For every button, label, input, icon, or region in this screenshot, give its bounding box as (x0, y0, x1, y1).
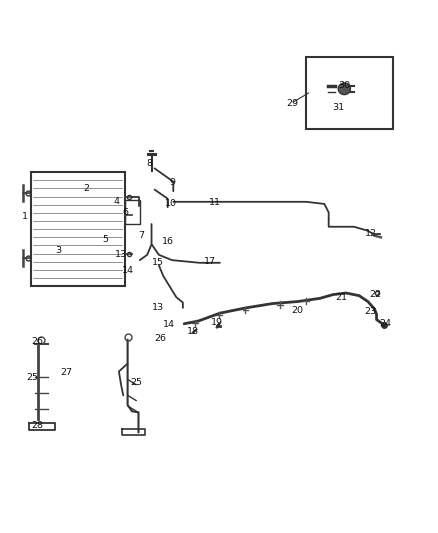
Text: 28: 28 (31, 421, 43, 430)
Text: 20: 20 (291, 306, 304, 315)
Text: 29: 29 (286, 99, 298, 108)
Text: 26: 26 (31, 337, 43, 346)
Text: 6: 6 (123, 208, 128, 217)
Text: 15: 15 (152, 259, 164, 267)
Text: 7: 7 (138, 231, 145, 240)
Text: 31: 31 (332, 103, 345, 112)
Text: 11: 11 (208, 198, 221, 207)
Text: 27: 27 (60, 368, 72, 377)
Text: 23: 23 (364, 307, 377, 316)
Text: 19: 19 (211, 318, 223, 327)
Text: 10: 10 (165, 199, 177, 208)
Bar (306, 57, 393, 128)
Text: 26: 26 (154, 334, 166, 343)
Text: 18: 18 (187, 327, 199, 336)
Text: 25: 25 (131, 377, 142, 386)
Bar (124, 200, 140, 224)
Text: 8: 8 (146, 159, 152, 167)
Text: 4: 4 (114, 197, 120, 206)
Text: 14: 14 (163, 320, 175, 329)
Text: 17: 17 (204, 257, 216, 265)
Text: 22: 22 (369, 290, 381, 299)
Text: 3: 3 (55, 246, 61, 255)
Text: 9: 9 (170, 178, 176, 187)
Ellipse shape (338, 83, 350, 94)
Text: 14: 14 (122, 266, 134, 274)
Text: 5: 5 (102, 236, 108, 245)
Text: 21: 21 (335, 293, 347, 302)
Text: 2: 2 (83, 183, 89, 192)
Text: 12: 12 (365, 229, 377, 238)
Text: 16: 16 (162, 237, 173, 246)
Text: 13: 13 (152, 303, 164, 312)
Text: 24: 24 (379, 319, 391, 328)
Text: 1: 1 (22, 212, 28, 221)
Text: 13: 13 (115, 250, 127, 259)
Text: 30: 30 (338, 80, 350, 90)
Text: 25: 25 (26, 373, 38, 382)
